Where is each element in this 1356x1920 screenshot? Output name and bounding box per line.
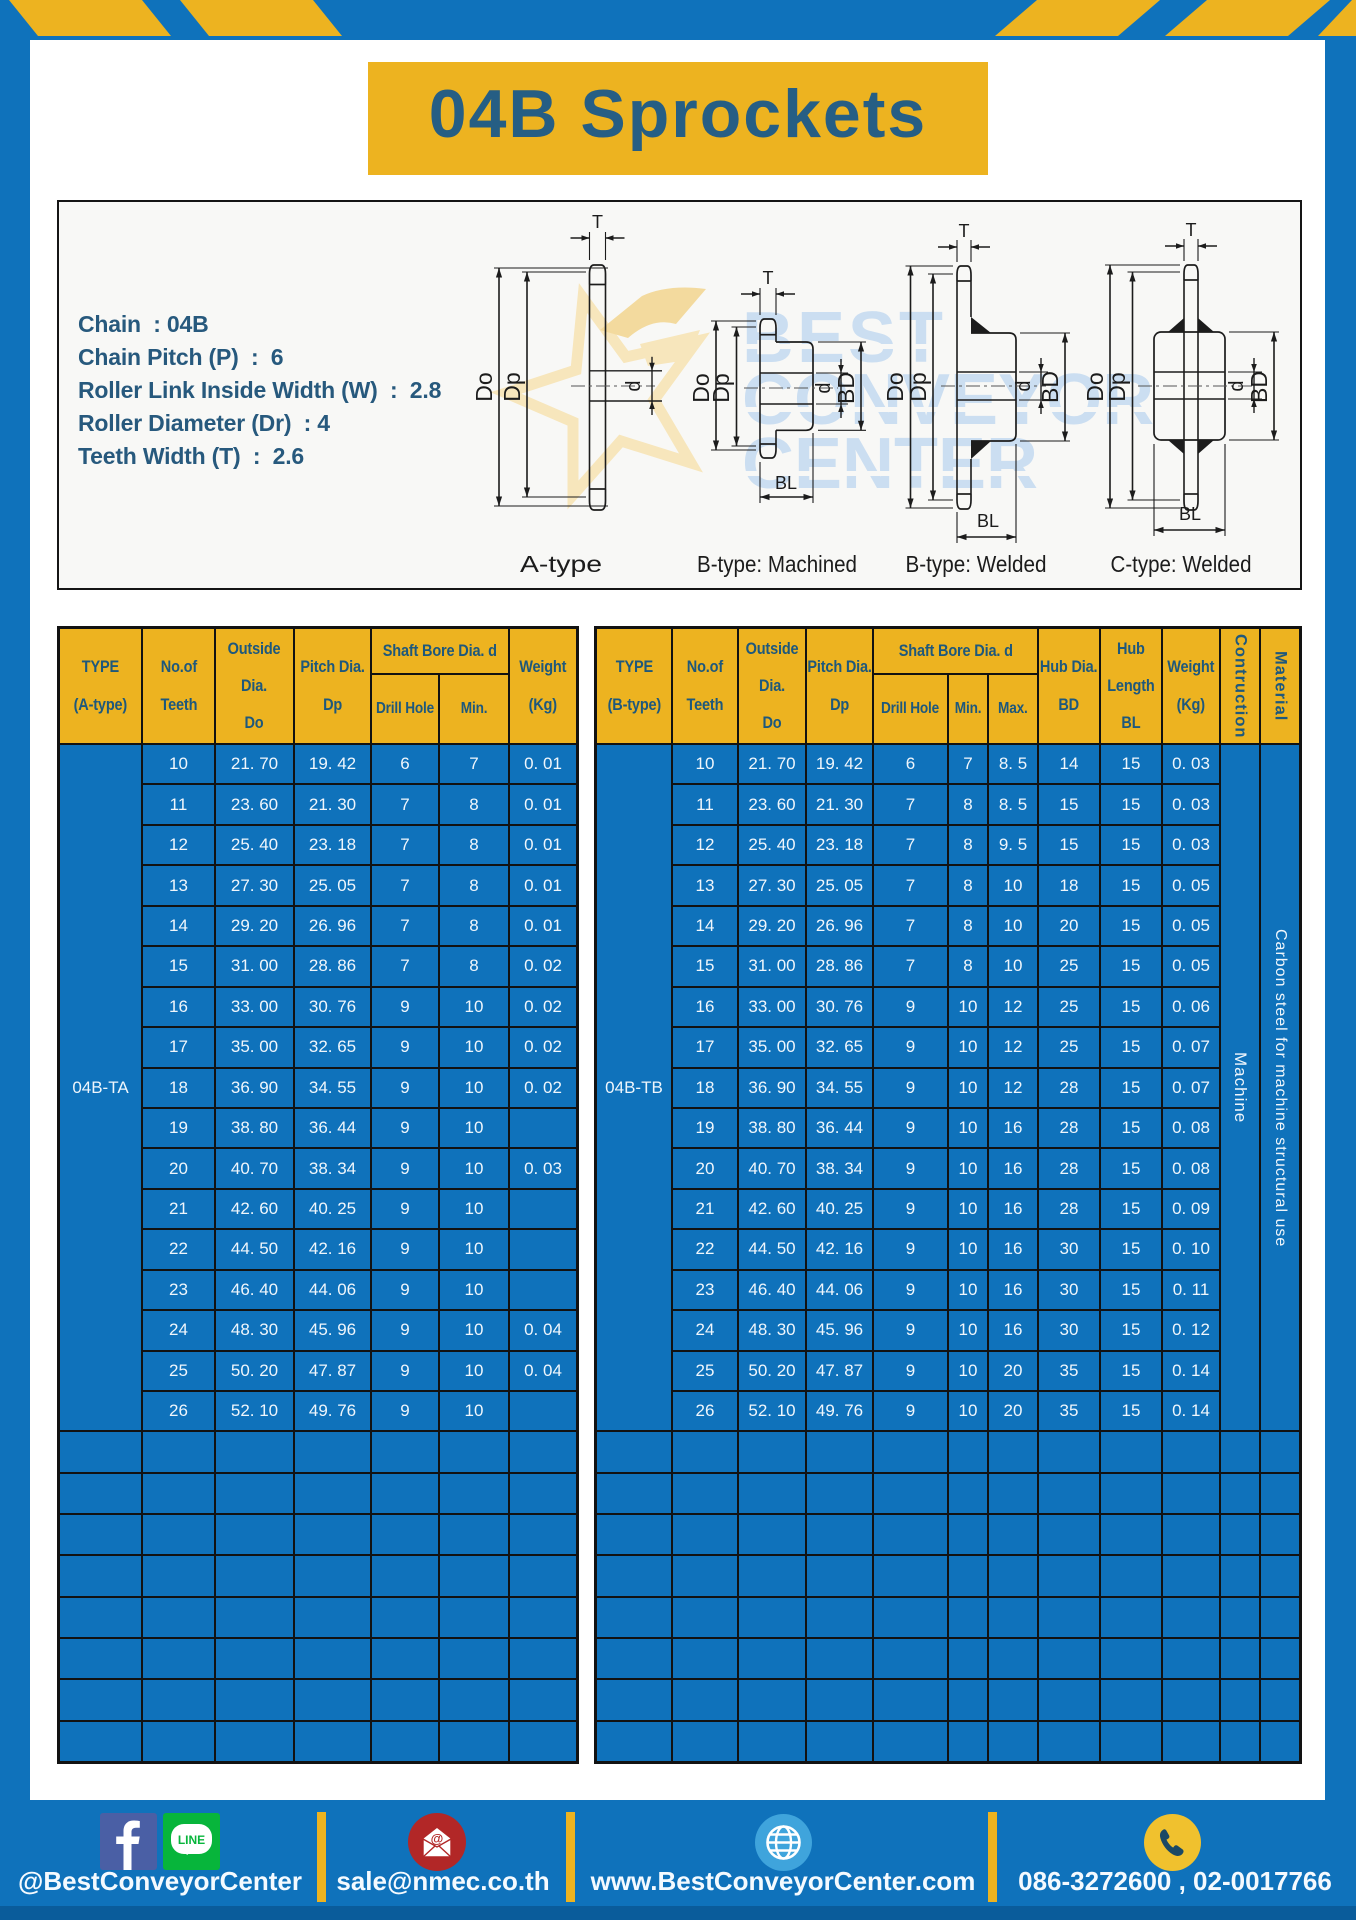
svg-text:BD: BD xyxy=(1037,371,1063,403)
svg-text:B-type: Machined: B-type: Machined xyxy=(697,551,857,577)
svg-text:BL: BL xyxy=(977,511,999,531)
svg-text:BL: BL xyxy=(1179,504,1201,524)
svg-text:CENTER: CENTER xyxy=(742,424,1038,504)
svg-text:Do: Do xyxy=(471,372,497,401)
svg-text:LINE: LINE xyxy=(178,1833,205,1847)
svg-text:d: d xyxy=(813,382,835,393)
svg-text:Dp: Dp xyxy=(499,372,525,401)
svg-text:d: d xyxy=(1013,380,1035,391)
svg-text:BD: BD xyxy=(1246,371,1272,403)
svg-text:Do: Do xyxy=(1082,372,1108,401)
svg-text:d: d xyxy=(623,380,645,391)
svg-text:d: d xyxy=(1226,380,1248,391)
svg-text:T: T xyxy=(763,268,774,288)
svg-text:T: T xyxy=(592,212,603,232)
svg-text:Do: Do xyxy=(688,373,714,402)
svg-text:Dp: Dp xyxy=(905,372,931,401)
svg-text:@: @ xyxy=(431,1831,444,1846)
svg-text:BD: BD xyxy=(833,372,859,404)
svg-text:Dp: Dp xyxy=(708,373,734,402)
svg-text:B-type: Welded: B-type: Welded xyxy=(906,551,1047,577)
svg-text:Dp: Dp xyxy=(1104,372,1130,401)
svg-text:Do: Do xyxy=(882,372,908,401)
svg-text:C-type: Welded: C-type: Welded xyxy=(1111,551,1252,577)
svg-text:T: T xyxy=(1186,220,1197,240)
svg-text:BL: BL xyxy=(775,473,797,493)
svg-text:T: T xyxy=(959,221,970,241)
svg-text:A-type: A-type xyxy=(520,551,602,577)
